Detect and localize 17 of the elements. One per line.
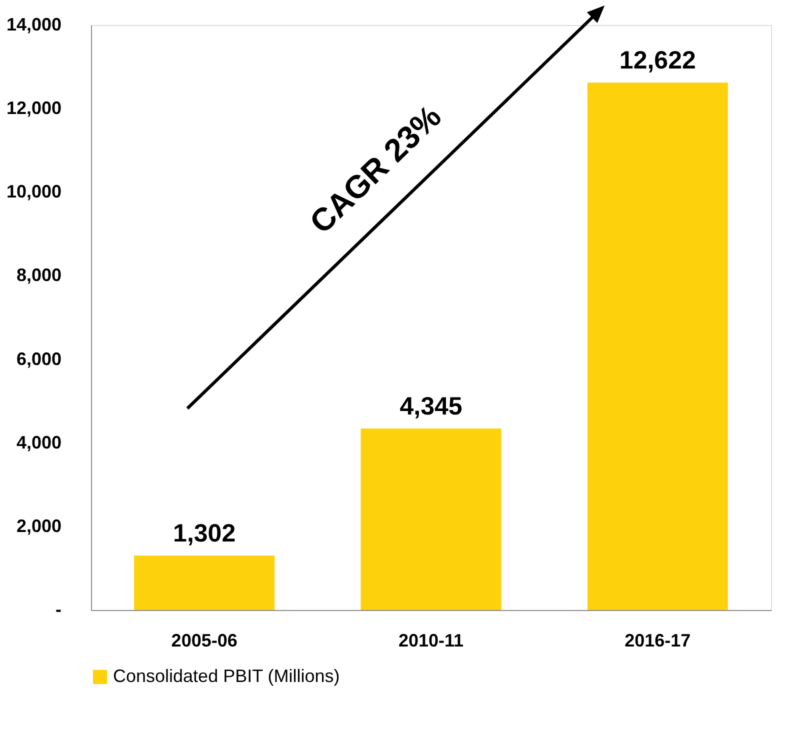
y-tick-label: 14,000 — [6, 14, 62, 34]
y-tick-label: 6,000 — [16, 348, 62, 369]
y-tick-label: 4,000 — [16, 432, 62, 452]
x-tick-label: 2016-17 — [624, 630, 691, 650]
y-tick-label: - — [56, 600, 62, 620]
text: 1,302 — [173, 520, 236, 548]
y-tick-label: 2,000 — [16, 516, 62, 536]
y-tick-label: 10,000 — [6, 182, 62, 202]
legend-label: Consolidated PBIT (Millions) — [113, 666, 340, 686]
bar — [360, 428, 502, 610]
text: 12,622 — [619, 46, 696, 75]
text: 4,345 — [400, 392, 462, 420]
y-tick-label: 8,000 — [16, 265, 62, 286]
x-tick-label: 2005-06 — [171, 630, 238, 650]
x-tick-label: 2010-11 — [398, 630, 464, 650]
bar — [134, 556, 275, 610]
y-tick-label: 12,000 — [6, 98, 62, 118]
